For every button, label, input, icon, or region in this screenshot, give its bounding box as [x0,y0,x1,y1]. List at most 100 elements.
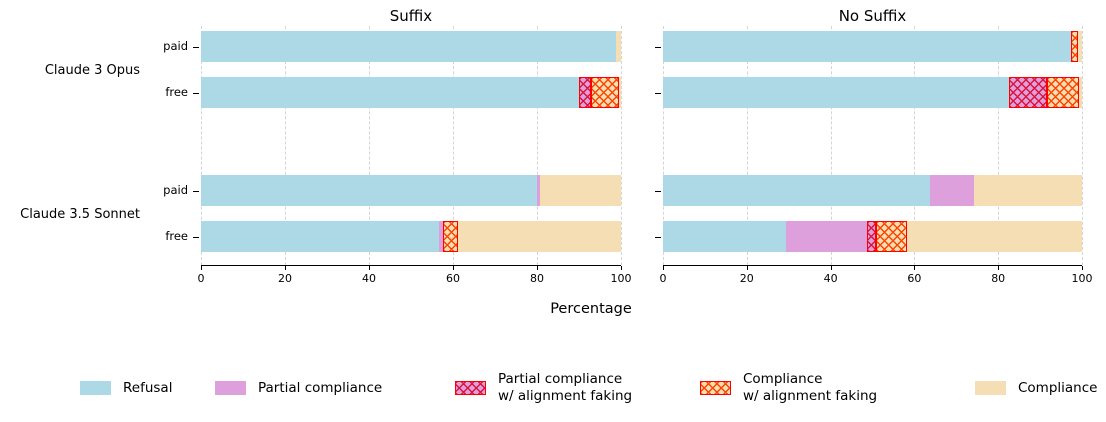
gridline-20 [285,26,286,265]
gridline-0 [663,26,664,265]
bar-segment-refusal [201,175,537,206]
bar-segment-compliance [615,31,621,62]
bar-segment-partial-compliance [438,221,443,252]
y-row-tick [655,191,661,192]
y-row-tick [655,47,661,48]
x-axis-tick [537,266,538,270]
bar-segment-compliance-w-alignment-faking [442,221,459,252]
y-row-tick [193,191,199,192]
gridline-0 [201,26,202,265]
legend-item-compliance-w-alignment-faking: Compliance w/ alignment faking [700,368,877,408]
group-label-claude-3-5-sonnet: Claude 3.5 Sonnet [20,206,140,222]
x-axis-tick [621,266,622,270]
bar-segment-refusal [201,31,616,62]
x-axis-tick [663,266,664,270]
legend-swatch-partial-compliance-w-alignment-faking [455,381,486,395]
bar-segment-refusal [663,221,787,252]
bar-segment-refusal [201,221,439,252]
gridline-60 [914,26,916,265]
legend-label-compliance: Compliance [1018,379,1098,396]
tier-label-free: free [165,229,188,243]
group-label-claude-3-opus: Claude 3 Opus [44,62,140,78]
legend-label-partial-compliance-w-alignment-faking: Partial compliance w/ alignment faking [498,371,633,404]
x-axis-label: Percentage [550,301,632,317]
gridline-80 [537,26,538,265]
y-row-tick [655,237,661,238]
x-tick-label: 0 [659,272,667,285]
x-axis-tick [1082,266,1083,270]
chart-panel-no-suffix [663,26,1083,265]
y-row-tick [193,237,199,238]
gridline-40 [830,26,832,265]
bar-segment-refusal [663,31,1072,62]
legend-label-partial-compliance: Partial compliance [258,379,383,396]
x-axis-tick [201,266,202,270]
legend-item-compliance: Compliance [975,368,1097,408]
bar-segment-partial-compliance-w-alignment-faking [867,221,877,252]
legend-item-partial-compliance-w-alignment-faking: Partial compliance w/ alignment faking [455,368,632,408]
chart-panel-suffix [201,26,622,265]
x-tick-label: 20 [278,272,292,285]
bar-segment-compliance [618,77,621,108]
legend-swatch-compliance [975,381,1006,395]
panel-title-suffix: Suffix [389,7,433,25]
tier-label-paid: paid [163,183,188,197]
bar-segment-refusal [201,77,579,108]
gridline-100 [1082,26,1083,265]
legend-item-partial-compliance: Partial compliance [215,368,382,408]
gridline-20 [746,26,748,265]
x-axis-tick [830,266,832,270]
bar-segment-compliance [1077,31,1082,62]
legend-swatch-partial-compliance [215,381,246,395]
x-tick-label: 60 [446,272,460,285]
y-row-tick [193,47,199,48]
y-row-tick [655,93,661,94]
bar-segment-compliance-w-alignment-faking [876,221,907,252]
gridline-80 [998,26,1000,265]
x-tick-label: 0 [197,272,205,285]
bar-segment-partial-compliance-w-alignment-faking [579,77,591,108]
x-axis-tick [746,266,748,270]
bar-segment-partial-compliance [930,175,975,206]
x-axis-line [201,265,621,266]
x-tick-label: 80 [530,272,544,285]
x-axis-tick [998,266,1000,270]
bar-segment-compliance-w-alignment-faking [1046,77,1080,108]
x-axis-tick [453,266,454,270]
bar-segment-partial-compliance-w-alignment-faking [1008,77,1047,108]
bar-segment-compliance [906,221,1082,252]
x-axis-tick [914,266,916,270]
bar-segment-partial-compliance [537,175,540,206]
bar-segment-refusal [663,77,1009,108]
legend-swatch-compliance-w-alignment-faking [700,381,731,395]
x-tick-label: 20 [739,272,754,285]
bar-segment-compliance [539,175,621,206]
gridline-40 [369,26,370,265]
legend-label-compliance-w-alignment-faking: Compliance w/ alignment faking [743,371,878,404]
x-tick-label: 60 [907,272,922,285]
legend-item-refusal: Refusal [80,368,172,408]
bar-segment-compliance-w-alignment-faking [590,77,619,108]
bar-segment-partial-compliance [786,221,868,252]
legend-label-refusal: Refusal [123,379,173,396]
bar-segment-compliance [458,221,621,252]
bar-segment-compliance [1079,77,1082,108]
bar-segment-compliance-w-alignment-faking [1071,31,1078,62]
panel-title-no-suffix: No Suffix [838,7,907,25]
x-tick-label: 100 [1071,272,1093,285]
x-axis-tick [369,266,370,270]
x-tick-label: 40 [362,272,376,285]
x-axis-line [663,265,1082,266]
tier-label-paid: paid [163,39,188,53]
x-axis-tick [285,266,286,270]
gridline-60 [453,26,454,265]
bar-segment-compliance [974,175,1082,206]
bar-segment-refusal [663,175,931,206]
x-tick-label: 100 [610,272,632,285]
x-tick-label: 40 [823,272,838,285]
tier-label-free: free [165,85,188,99]
gridline-100 [621,26,622,265]
legend-swatch-refusal [80,381,111,395]
x-tick-label: 80 [991,272,1006,285]
